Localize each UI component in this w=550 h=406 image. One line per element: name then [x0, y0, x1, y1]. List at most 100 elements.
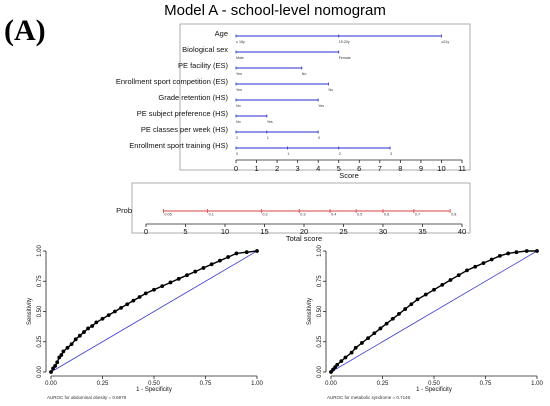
roc-point	[218, 258, 222, 263]
roc-point	[193, 269, 198, 274]
roc-y-tick-label: 0.50	[317, 305, 323, 317]
level-label: Female	[339, 56, 351, 60]
roc-point	[119, 305, 123, 310]
roc-point	[360, 341, 364, 345]
roc-point	[234, 251, 239, 256]
roc-x-title: 1 - Specificity	[136, 387, 172, 393]
roc-point	[339, 359, 344, 364]
roc-y-title: Sensitivity	[27, 298, 33, 325]
roc-point	[535, 249, 539, 253]
level-label: 3	[390, 152, 392, 156]
prob-tick-label: 0.5	[357, 213, 362, 217]
roc-point	[106, 313, 111, 318]
roc-point	[100, 316, 105, 321]
roc-point	[112, 309, 117, 314]
roc-x-tick-label: 0.50	[428, 381, 440, 387]
score-tick-label: 3	[296, 164, 300, 173]
prob-row-label: Prob	[116, 206, 132, 215]
roc-point	[94, 320, 99, 325]
level-label: Yes	[267, 120, 273, 124]
roc-point	[498, 253, 502, 258]
score-tick-label: 10	[437, 164, 445, 173]
roc-point	[335, 362, 340, 367]
roc-x-tick-label: 0.25	[97, 381, 109, 387]
roc-x-tick-label: 0.75	[480, 381, 492, 387]
score-tick-label: 1	[254, 164, 258, 173]
score-tick-label: 4	[316, 164, 320, 173]
level-label: 2	[236, 136, 238, 140]
roc-point	[456, 273, 461, 278]
variable-label: Enrollment sport training (HS)	[129, 141, 228, 150]
total-tick-label: 0	[144, 227, 148, 236]
level-label: ≤ 18y	[236, 40, 245, 44]
roc-y-tick-label: 0.25	[317, 335, 323, 347]
roc-point	[160, 284, 165, 288]
roc-point	[73, 337, 78, 342]
roc-point	[524, 249, 529, 253]
level-label: 2	[339, 152, 341, 156]
roc-point	[349, 350, 354, 355]
variable-label: Grade retention (HS)	[158, 93, 228, 102]
roc-point	[55, 360, 60, 365]
roc-point	[77, 333, 82, 338]
level-label: Yes	[236, 72, 242, 76]
variable-label: Biological sex	[182, 45, 228, 54]
variable-label: Enrollment sport competition (ES)	[116, 77, 229, 86]
roc-point	[397, 312, 401, 316]
roc-x-tick-label: 0.75	[200, 381, 212, 387]
roc-point	[423, 292, 428, 297]
level-label: No	[236, 104, 241, 108]
roc-point	[390, 316, 395, 321]
roc-point	[514, 250, 519, 255]
roc-point	[244, 250, 249, 255]
roc-y-tick-label: 0.25	[37, 335, 43, 347]
roc-x-tick-label: 1.00	[251, 381, 263, 387]
roc-x-tick-label: 1.00	[531, 381, 543, 387]
score-tick-label: 5	[337, 164, 341, 173]
roc-y-tick-label: 1.00	[317, 245, 323, 257]
variable-label: PE classes per week (HS)	[141, 125, 229, 134]
roc-point	[440, 282, 445, 287]
roc-point	[353, 345, 358, 350]
total-tick-label: 25	[339, 227, 347, 236]
score-tick-label: 7	[378, 164, 382, 173]
roc-point	[403, 307, 408, 311]
total-axis-title: Total score	[286, 234, 322, 243]
level-label: No	[302, 72, 307, 76]
roc-point	[226, 255, 231, 259]
total-tick-label: 10	[221, 227, 229, 236]
roc-diagonal	[330, 250, 538, 373]
roc-point	[69, 342, 74, 347]
level-label: Yes	[236, 88, 242, 92]
level-label: ≥21y	[441, 40, 449, 44]
roc-point	[209, 262, 214, 267]
prob-tick-label: 0.7	[415, 213, 420, 217]
roc-point	[131, 298, 136, 303]
roc-point	[152, 287, 156, 292]
variable-label: PE facility (ES)	[178, 61, 229, 70]
roc-y-tick-label: 0.00	[317, 366, 323, 378]
level-label: 1	[287, 152, 289, 156]
roc-x-title: 1 - Specificity	[416, 387, 452, 393]
roc-y-tick-label: 0.00	[37, 366, 43, 378]
level-label: Yes	[318, 104, 324, 108]
roc-point	[176, 276, 181, 281]
roc-point	[53, 364, 58, 368]
level-label: No	[328, 88, 333, 92]
prob-frame	[131, 182, 471, 234]
roc-y-tick-label: 0.50	[37, 305, 43, 317]
roc-point	[90, 324, 95, 328]
score-tick-label: 6	[357, 164, 361, 173]
roc-x-tick-label: 0.25	[377, 381, 389, 387]
roc-caption: AUROC for metabolic syndrome = 0.7146	[327, 395, 411, 400]
level-label: 0	[318, 136, 320, 140]
roc-point	[125, 302, 130, 307]
roc-caption: AUROC for abdominal obesity = 0.6978	[47, 395, 127, 400]
roc-point	[432, 287, 436, 292]
roc-x-tick-label: 0.00	[45, 381, 57, 387]
roc-point	[49, 370, 53, 374]
roc-point	[201, 266, 206, 270]
level-label: 1	[267, 136, 269, 140]
roc-point	[59, 353, 64, 357]
